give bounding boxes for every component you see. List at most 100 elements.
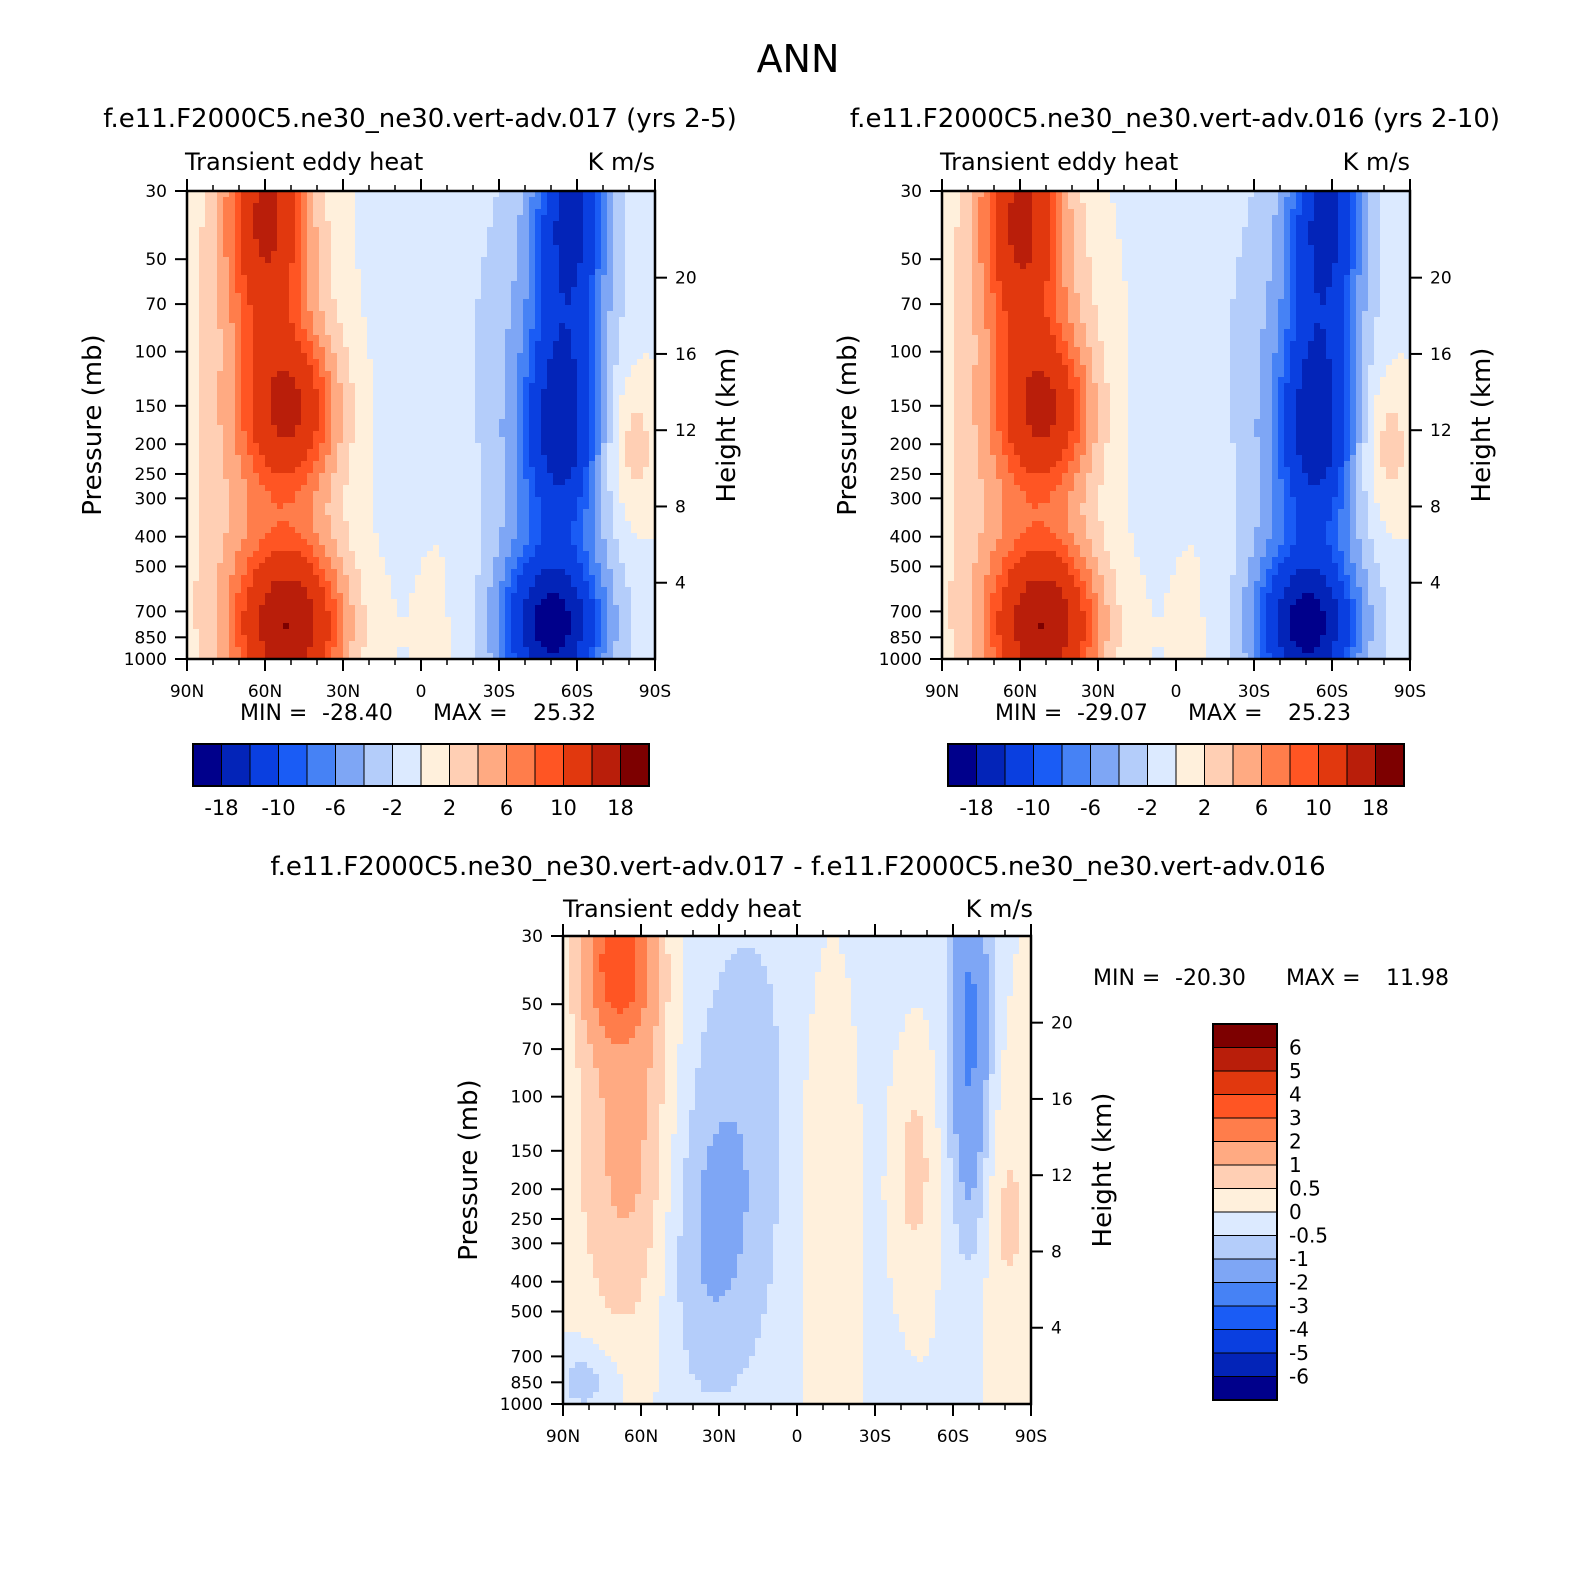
panel-0-cell xyxy=(499,521,506,528)
panel-0-cell xyxy=(517,353,524,360)
panel-0-cell xyxy=(451,545,458,552)
panel-0-cell xyxy=(259,503,266,510)
panel-0-cell xyxy=(643,191,650,198)
panel-0-cell xyxy=(529,449,536,456)
panel-0-cell xyxy=(601,221,608,228)
panel-0-cell xyxy=(517,395,524,402)
panel-0-cell xyxy=(283,275,290,282)
panel-0-cell xyxy=(499,485,506,492)
panel-0-cell xyxy=(415,479,422,486)
panel-0-cell xyxy=(439,401,446,408)
panel-0-cell xyxy=(625,215,632,222)
panel-0-cell xyxy=(331,299,338,306)
panel-0-cell xyxy=(259,269,266,276)
panel-0-cell xyxy=(187,341,194,348)
panel-0-cell xyxy=(289,353,296,360)
panel-0-cell xyxy=(517,233,524,240)
panel-0-cell xyxy=(253,455,260,462)
panel-0-cell xyxy=(223,539,230,546)
panel-0-cell xyxy=(553,515,560,522)
panel-0-cell xyxy=(499,245,506,252)
panel-0-cell xyxy=(565,509,572,516)
panel-0-cell xyxy=(577,509,584,516)
panel-0-cell xyxy=(475,467,482,474)
panel-0-cell xyxy=(301,467,308,474)
panel-0-cell xyxy=(613,341,620,348)
panel-0-cell xyxy=(463,515,470,522)
panel-0-cell xyxy=(625,503,632,510)
panel-0-cell xyxy=(307,311,314,318)
panel-0-cell xyxy=(595,527,602,534)
panel-0-cell xyxy=(265,503,272,510)
panel-0-cell xyxy=(217,413,224,420)
panel-0-cell xyxy=(193,503,200,510)
panel-0-cell xyxy=(457,257,464,264)
panel-0-cell xyxy=(235,395,242,402)
panel-0-cell xyxy=(247,455,254,462)
panel-0-cell xyxy=(553,479,560,486)
panel-0-cell xyxy=(445,377,452,384)
panel-0-cell xyxy=(235,305,242,312)
panel-0-cell xyxy=(187,521,194,528)
panel-0-cell xyxy=(445,353,452,360)
panel-0-cell xyxy=(529,323,536,330)
panel-0-cell xyxy=(199,281,206,288)
panel-0-cell xyxy=(649,485,655,492)
panel-0-cell xyxy=(391,233,398,240)
panel-0-cell xyxy=(613,491,620,498)
panel-0-cell xyxy=(547,305,554,312)
panel-0-cell xyxy=(319,389,326,396)
panel-0-cell xyxy=(337,545,344,552)
panel-0-cell xyxy=(235,563,242,570)
panel-0-cell xyxy=(217,317,224,324)
panel-0-cell xyxy=(433,515,440,522)
panel-0-cell xyxy=(505,563,512,570)
panel-0-cell xyxy=(631,377,638,384)
panel-0-cell xyxy=(535,449,542,456)
panel-0-cell xyxy=(331,449,338,456)
panel-0-cell xyxy=(349,557,356,564)
panel-0-cell xyxy=(271,245,278,252)
panel-0-cell xyxy=(403,245,410,252)
panel-0-cell xyxy=(619,191,626,198)
panel-0-cell xyxy=(469,377,476,384)
panel-0-cell xyxy=(457,533,464,540)
panel-0-cell xyxy=(637,461,644,468)
panel-0-cell xyxy=(511,521,518,528)
panel-0-cell xyxy=(283,359,290,366)
panel-0-cell xyxy=(229,215,236,222)
panel-0-cell xyxy=(433,419,440,426)
panel-0-cell xyxy=(583,371,590,378)
panel-0-cell xyxy=(439,281,446,288)
panel-0-cell xyxy=(385,251,392,258)
panel-0-cell xyxy=(643,245,650,252)
panel-0-cell xyxy=(205,293,212,300)
panel-0-cell xyxy=(505,305,512,312)
panel-0-cell xyxy=(409,209,416,216)
panel-0-cell xyxy=(403,485,410,492)
panel-0-cell xyxy=(625,419,632,426)
panel-0-cell xyxy=(223,479,230,486)
panel-0-cell xyxy=(277,449,284,456)
panel-0-cell xyxy=(229,521,236,528)
panel-0-cell xyxy=(235,335,242,342)
panel-0-cell xyxy=(427,533,434,540)
panel-0-cell xyxy=(415,365,422,372)
panel-0-cell xyxy=(283,191,290,198)
panel-0-cell xyxy=(427,407,434,414)
panel-0-cell xyxy=(217,539,224,546)
panel-0-cell xyxy=(289,413,296,420)
panel-0-cell xyxy=(319,269,326,276)
panel-0-cell xyxy=(421,425,428,432)
panel-0-cell xyxy=(319,365,326,372)
panel-0-cell xyxy=(199,527,206,534)
panel-0-cell xyxy=(325,347,332,354)
panel-0-cell xyxy=(445,275,452,282)
panel-0-cell xyxy=(535,425,542,432)
panel-0-cell xyxy=(379,527,386,534)
panel-0-cell xyxy=(463,317,470,324)
panel-0-cell xyxy=(271,257,278,264)
panel-0-cell xyxy=(463,563,470,570)
panel-0-cell xyxy=(571,191,578,198)
panel-0-cell xyxy=(361,503,368,510)
